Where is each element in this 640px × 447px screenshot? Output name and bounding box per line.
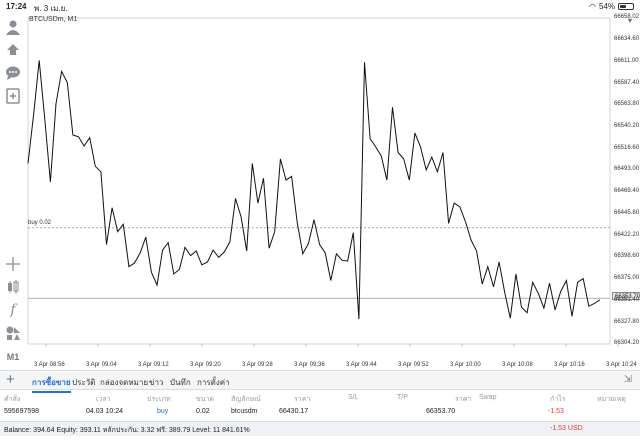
y-tick-label: 66634.60	[614, 36, 640, 43]
col-swap: Swap	[479, 394, 497, 401]
status-bar: 17:24 พ. 3 เม.ย. ◠ 54%	[0, 0, 640, 14]
objects-icon[interactable]	[4, 324, 22, 342]
col-comment: หมายเหตุ	[597, 396, 626, 403]
battery-fill	[620, 5, 627, 8]
x-tick-label: 3 Apr 09:12	[138, 362, 169, 368]
y-tick-label: 66327.80	[614, 318, 640, 325]
row-open-price: 66430.17	[279, 408, 309, 415]
x-tick-label: 3 Apr 09:44	[346, 362, 377, 368]
x-tick-label: 3 Apr 10:08	[502, 362, 533, 368]
chart-corner-icon: ▾	[628, 16, 633, 25]
crosshair-icon[interactable]	[4, 255, 22, 273]
row-time: 04.03 10:24	[86, 408, 123, 415]
tab-trade[interactable]: การซื้อขาย	[32, 376, 71, 393]
add-tab-icon[interactable]: +	[6, 371, 15, 388]
y-tick-label: 66516.60	[614, 144, 640, 151]
row-symbol: btcusdm	[231, 408, 258, 415]
tab-news[interactable]: ข่าว	[149, 378, 164, 387]
x-tick-label: 3 Apr 09:36	[294, 362, 325, 368]
battery-icon	[618, 3, 634, 10]
y-tick-label: 66658.02	[614, 14, 640, 21]
y-tick-label: 66540.20	[614, 122, 640, 129]
y-tick-label: 66351.40	[614, 296, 640, 303]
x-tick-label: 3 Apr 10:24	[606, 362, 637, 368]
col-time: เวลา	[96, 396, 111, 403]
col-symbol: สัญลักษณ์	[231, 396, 261, 403]
x-tick-label: 3 Apr 09:20	[190, 362, 221, 368]
y-tick-label: 66587.40	[614, 79, 640, 86]
y-tick-label: 66563.80	[614, 101, 640, 108]
status-right: ◠ 54%	[589, 2, 634, 11]
account-summary: Balance: 394.64 Equity: 393.11 หลักประกั…	[4, 427, 250, 434]
battery-percent: 54%	[598, 2, 615, 11]
col-price2: ราคา	[455, 396, 472, 403]
chart-symbol-label: BTCUSDm, M1	[29, 16, 78, 23]
row-volume: 0.02	[196, 408, 210, 415]
chart-area[interactable]: BTCUSDm, M1 buy 0.02 66353.70 ▾ 66658.02…	[26, 14, 640, 370]
bottom-tab-bar: + การซื้อขาย ประวัติ กล่องจดหมาย ข่าว บั…	[0, 370, 640, 393]
y-tick-label: 66375.00	[614, 275, 640, 282]
col-type: ประเภท	[147, 396, 171, 403]
sign-in-icon[interactable]	[4, 40, 22, 58]
y-tick-label: 66445.80	[614, 209, 640, 216]
profile-icon[interactable]	[4, 18, 22, 36]
row-profit: -1.53	[548, 408, 564, 415]
col-sl: S/L	[348, 394, 359, 401]
tab-settings[interactable]: การตั้งค่า	[197, 378, 230, 387]
col-volume: ขนาด	[196, 396, 215, 403]
col-price: ราคา	[294, 396, 311, 403]
current-price-badge: 66353.70	[612, 292, 640, 300]
col-profit: กำไร	[550, 396, 566, 403]
left-toolbar: f M1	[0, 14, 26, 370]
x-tick-label: 3 Apr 10:16	[554, 362, 585, 368]
x-tick-label: 3 Apr 09:04	[86, 362, 117, 368]
resize-panel-icon[interactable]: ⇲	[623, 374, 632, 385]
candles-icon[interactable]	[4, 278, 22, 296]
timeframe-button[interactable]: M1	[6, 352, 20, 362]
y-tick-label: 66611.00	[614, 57, 639, 64]
y-tick-label: 66469.40	[614, 188, 640, 195]
bottom-strip	[0, 436, 640, 447]
y-tick-label: 66398.60	[614, 253, 640, 260]
price-chart[interactable]	[26, 14, 640, 370]
tab-history[interactable]: ประวัติ	[72, 378, 96, 387]
wifi-icon: ◠	[589, 2, 596, 11]
order-line-label[interactable]: buy 0.02	[28, 220, 52, 226]
y-tick-label: 66304.20	[614, 340, 640, 347]
col-order: คำสั่ง	[4, 396, 21, 403]
row-current-price: 66353.70	[426, 408, 456, 415]
y-tick-label: 66493.00	[614, 166, 640, 173]
x-tick-label: 3 Apr 08:56	[34, 362, 65, 368]
chat-icon[interactable]	[4, 64, 22, 82]
total-profit: -1.53 USD	[550, 425, 583, 432]
table-row[interactable]: 595697598 04.03 10:24 buy 0.02 btcusdm 6…	[0, 405, 640, 420]
x-tick-label: 3 Apr 09:28	[242, 362, 273, 368]
x-tick-label: 3 Apr 10:00	[450, 362, 481, 368]
col-tp: T/P	[397, 394, 408, 401]
tab-mailbox[interactable]: กล่องจดหมาย	[100, 378, 149, 387]
tab-journal[interactable]: บันทึก	[170, 378, 191, 387]
table-header: คำสั่ง เวลา ประเภท ขนาด สัญลักษณ์ ราคา S…	[0, 391, 640, 405]
plot-border	[27, 17, 611, 345]
row-order: 595697598	[4, 408, 40, 415]
status-time: 17:24	[6, 2, 27, 11]
account-summary-bar: Balance: 394.64 Equity: 393.11 หลักประกั…	[0, 421, 640, 436]
y-tick-label: 66422.20	[614, 231, 640, 238]
indicator-icon[interactable]: f	[10, 302, 16, 318]
new-chart-icon[interactable]	[4, 87, 22, 105]
x-tick-label: 3 Apr 09:52	[398, 362, 429, 368]
status-date: พ. 3 เม.ย.	[34, 4, 68, 13]
price-series-line	[27, 60, 601, 320]
row-type: buy	[157, 408, 169, 415]
